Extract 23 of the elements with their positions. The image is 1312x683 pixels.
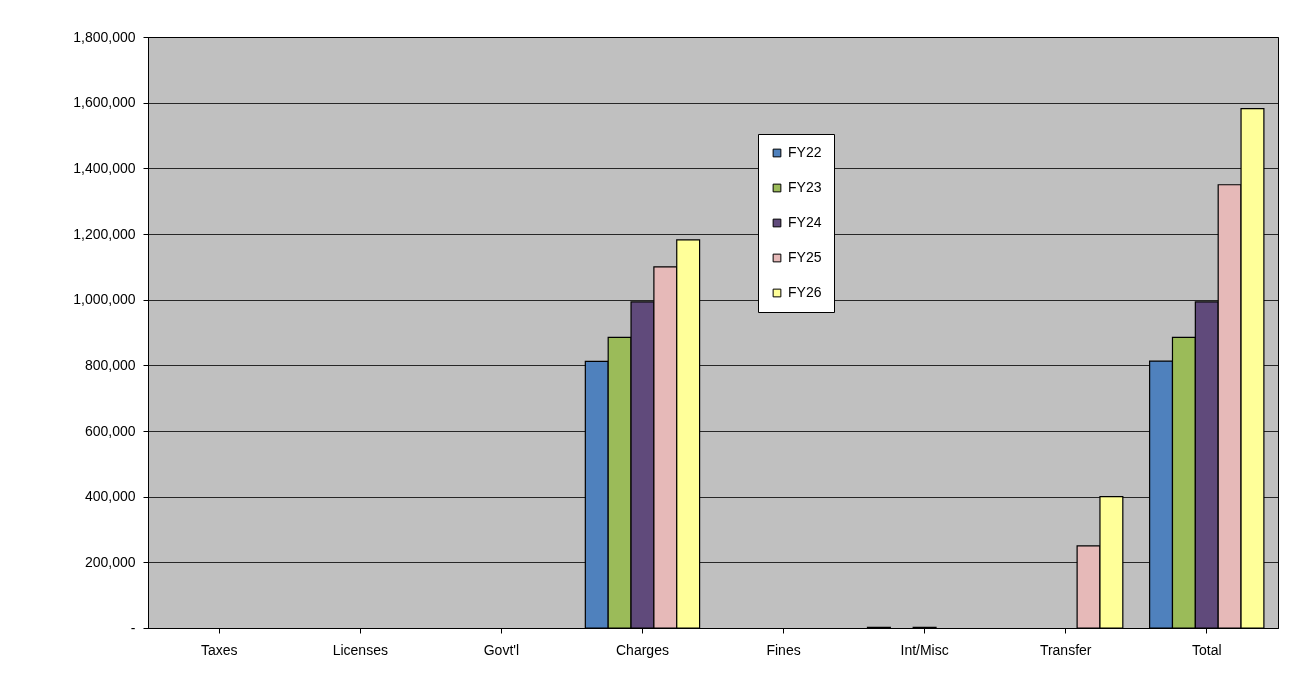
- y-tick-label: 1,200,000: [73, 225, 136, 242]
- x-tick-label: Transfer: [1039, 641, 1092, 658]
- x-tick-label: Taxes: [200, 641, 238, 658]
- x-tick-label: Licenses: [332, 641, 388, 658]
- y-tick-label: 600,000: [84, 422, 136, 439]
- legend-label: FY22: [788, 144, 822, 160]
- legend-label: FY25: [788, 249, 822, 265]
- y-tick-label: 200,000: [84, 553, 136, 570]
- y-tick-label: 1,400,000: [73, 159, 136, 176]
- y-tick-label: 1,800,000: [73, 28, 136, 45]
- y-tick-label: -: [130, 619, 136, 636]
- legend-label: FY24: [788, 214, 822, 230]
- y-tick-label: 800,000: [84, 356, 136, 373]
- x-tick-label: Int/Misc: [900, 641, 949, 658]
- legend-label: FY26: [788, 284, 822, 300]
- y-tick-label: 1,000,000: [73, 291, 136, 308]
- x-tick-label: Total: [1191, 641, 1222, 658]
- y-tick-label: 1,600,000: [73, 94, 136, 111]
- x-tick-label: Govt'l: [483, 641, 520, 658]
- x-tick-label: Fines: [766, 641, 801, 658]
- legend-label: FY23: [788, 179, 822, 195]
- x-tick-label: Charges: [616, 641, 669, 658]
- y-tick-label: 400,000: [84, 488, 136, 505]
